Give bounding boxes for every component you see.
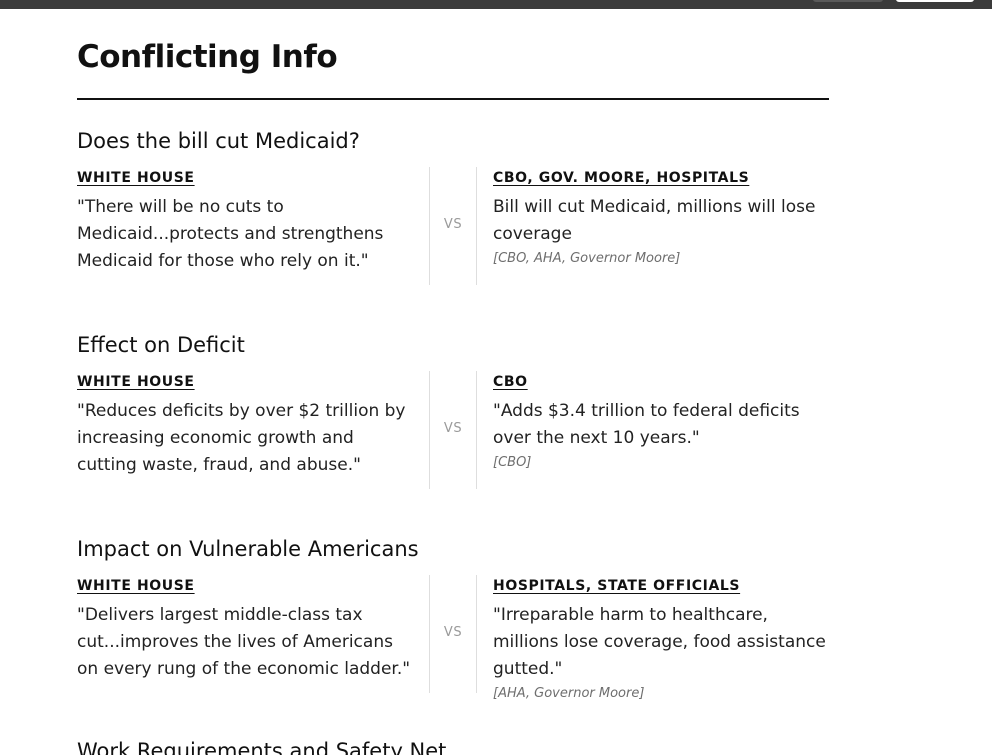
claim-text: Bill will cut Medicaid, millions will lo… xyxy=(493,197,816,244)
source-label[interactable]: WHITE HOUSE xyxy=(77,578,195,594)
toolbar-button[interactable] xyxy=(813,0,883,2)
title-divider xyxy=(77,98,829,100)
section-title: Work Requirements and Safety Net xyxy=(77,739,447,755)
citation: [CBO] xyxy=(493,455,532,470)
right-claim: CBO, GOV. MOORE, HOSPITALS Bill will cut… xyxy=(493,167,829,266)
browser-toolbar xyxy=(0,0,992,9)
right-claim: CBO "Adds $3.4 trillion to federal defic… xyxy=(493,371,829,470)
source-label[interactable]: CBO, GOV. MOORE, HOSPITALS xyxy=(493,170,750,186)
claim-comparison: WHITE HOUSE "Delivers largest middle-cla… xyxy=(77,575,829,701)
claim-text: "There will be no cuts to Medicaid...pro… xyxy=(77,197,384,271)
vs-label: VS xyxy=(443,421,463,436)
divider xyxy=(476,371,477,489)
source-label[interactable]: CBO xyxy=(493,374,528,390)
right-claim: HOSPITALS, STATE OFFICIALS "Irreparable … xyxy=(493,575,829,701)
divider xyxy=(476,575,477,693)
source-label[interactable]: WHITE HOUSE xyxy=(77,170,195,186)
vs-label: VS xyxy=(443,217,463,232)
divider xyxy=(429,575,430,693)
section-title: Does the bill cut Medicaid? xyxy=(77,129,360,153)
toolbar-button[interactable] xyxy=(896,0,974,2)
claim-text: "Irreparable harm to healthcare, million… xyxy=(493,605,826,679)
divider xyxy=(429,167,430,285)
comparison-section-work-requirements: Work Requirements and Safety Net xyxy=(77,736,829,755)
claim-comparison: WHITE HOUSE "Reduces deficits by over $2… xyxy=(77,371,829,491)
citation: [CBO, AHA, Governor Moore] xyxy=(493,251,681,266)
section-title: Impact on Vulnerable Americans xyxy=(77,537,419,561)
source-label[interactable]: HOSPITALS, STATE OFFICIALS xyxy=(493,578,741,594)
divider xyxy=(476,167,477,285)
claim-comparison: WHITE HOUSE "There will be no cuts to Me… xyxy=(77,167,829,287)
comparison-section-deficit: Effect on Deficit WHITE HOUSE "Reduces d… xyxy=(77,330,829,491)
claim-text: "Delivers largest middle-class tax cut..… xyxy=(77,605,411,679)
claim-text: "Adds $3.4 trillion to federal deficits … xyxy=(493,401,800,448)
page-title: Conflicting Info xyxy=(77,39,338,75)
comparison-section-medicaid: Does the bill cut Medicaid? WHITE HOUSE … xyxy=(77,126,829,287)
divider xyxy=(429,371,430,489)
left-claim: WHITE HOUSE "There will be no cuts to Me… xyxy=(77,167,417,275)
vs-label: VS xyxy=(443,625,463,640)
left-claim: WHITE HOUSE "Delivers largest middle-cla… xyxy=(77,575,417,683)
comparison-section-vulnerable-americans: Impact on Vulnerable Americans WHITE HOU… xyxy=(77,534,829,701)
source-label[interactable]: WHITE HOUSE xyxy=(77,374,195,390)
section-title: Effect on Deficit xyxy=(77,333,245,357)
citation: [AHA, Governor Moore] xyxy=(493,686,645,701)
left-claim: WHITE HOUSE "Reduces deficits by over $2… xyxy=(77,371,417,479)
claim-text: "Reduces deficits by over $2 trillion by… xyxy=(77,401,406,475)
